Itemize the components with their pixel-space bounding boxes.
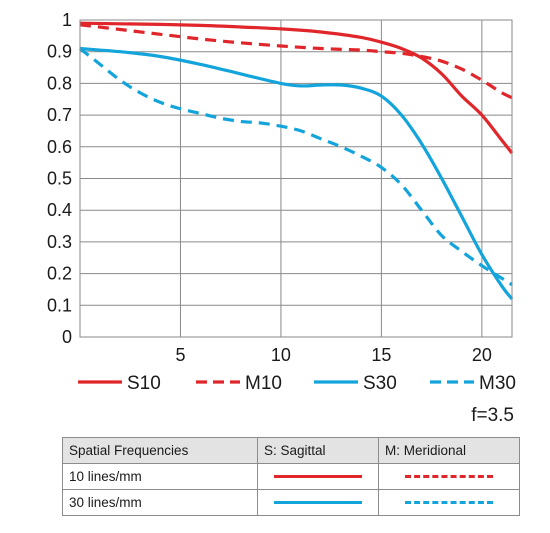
legend-label-m10: M10: [245, 373, 282, 394]
y-tick-label: 0.7: [47, 105, 72, 125]
y-tick-label: 0.4: [47, 200, 72, 220]
series-line-s30: [79, 46, 514, 301]
table-header-sagittal: S: Sagittal: [257, 437, 379, 464]
table-row: 30 lines/mm: [62, 489, 520, 516]
sagittal-swatch-cell: [257, 489, 379, 516]
series-line-m30: [78, 47, 513, 287]
legend-label-s10: S10: [127, 373, 161, 394]
y-tick-label: 0.1: [47, 295, 72, 315]
series-lines: [78, 21, 514, 301]
table-header-row: Spatial Frequencies S: Sagittal M: Merid…: [62, 437, 520, 464]
solid-line-swatch: [274, 475, 362, 478]
row-label: 10 lines/mm: [62, 463, 258, 490]
x-tick-label: 15: [371, 345, 391, 365]
aperture-label: f=3.5: [471, 405, 514, 426]
y-tick-label: 0.3: [47, 232, 72, 252]
x-tick-label: 20: [472, 345, 492, 365]
table-header-frequency: Spatial Frequencies: [62, 437, 258, 464]
y-tick-label: 0.9: [47, 42, 72, 62]
dashed-line-swatch: [405, 475, 493, 478]
chart-legend: S10 M10 S30 M30: [78, 373, 516, 394]
series-line-m10: [79, 23, 513, 100]
series-line-s10: [79, 21, 514, 155]
x-tick-label: 5: [175, 345, 185, 365]
legend-label-m30: M30: [479, 373, 516, 394]
dashed-line-swatch: [405, 501, 493, 504]
table-row: 10 lines/mm: [62, 463, 520, 490]
meridional-swatch-cell: [378, 489, 520, 516]
mtf-chart: 00.10.20.30.40.50.60.70.80.915 10 15 20 S10…: [47, 10, 516, 394]
y-tick-label: 0.6: [47, 137, 72, 157]
y-tick-label: 1: [62, 10, 72, 30]
solid-line-swatch: [274, 501, 362, 504]
chart-grid: [80, 19, 512, 338]
frequency-legend-table: Spatial Frequencies S: Sagittal M: Merid…: [62, 437, 520, 516]
y-tick-label: 0.8: [47, 73, 72, 93]
axis-tick-labels: 00.10.20.30.40.50.60.70.80.915 10 15 20: [47, 10, 492, 365]
y-tick-label: 0.5: [47, 169, 72, 189]
row-label: 30 lines/mm: [62, 489, 258, 516]
plot-frame: [79, 19, 513, 338]
meridional-swatch-cell: [378, 463, 520, 490]
y-tick-label: 0: [62, 327, 72, 347]
x-tick-label: 10: [271, 345, 291, 365]
sagittal-swatch-cell: [257, 463, 379, 490]
legend-label-s30: S30: [363, 373, 397, 394]
table-header-meridional: M: Meridional: [378, 437, 520, 464]
y-tick-label: 0.2: [47, 264, 72, 284]
